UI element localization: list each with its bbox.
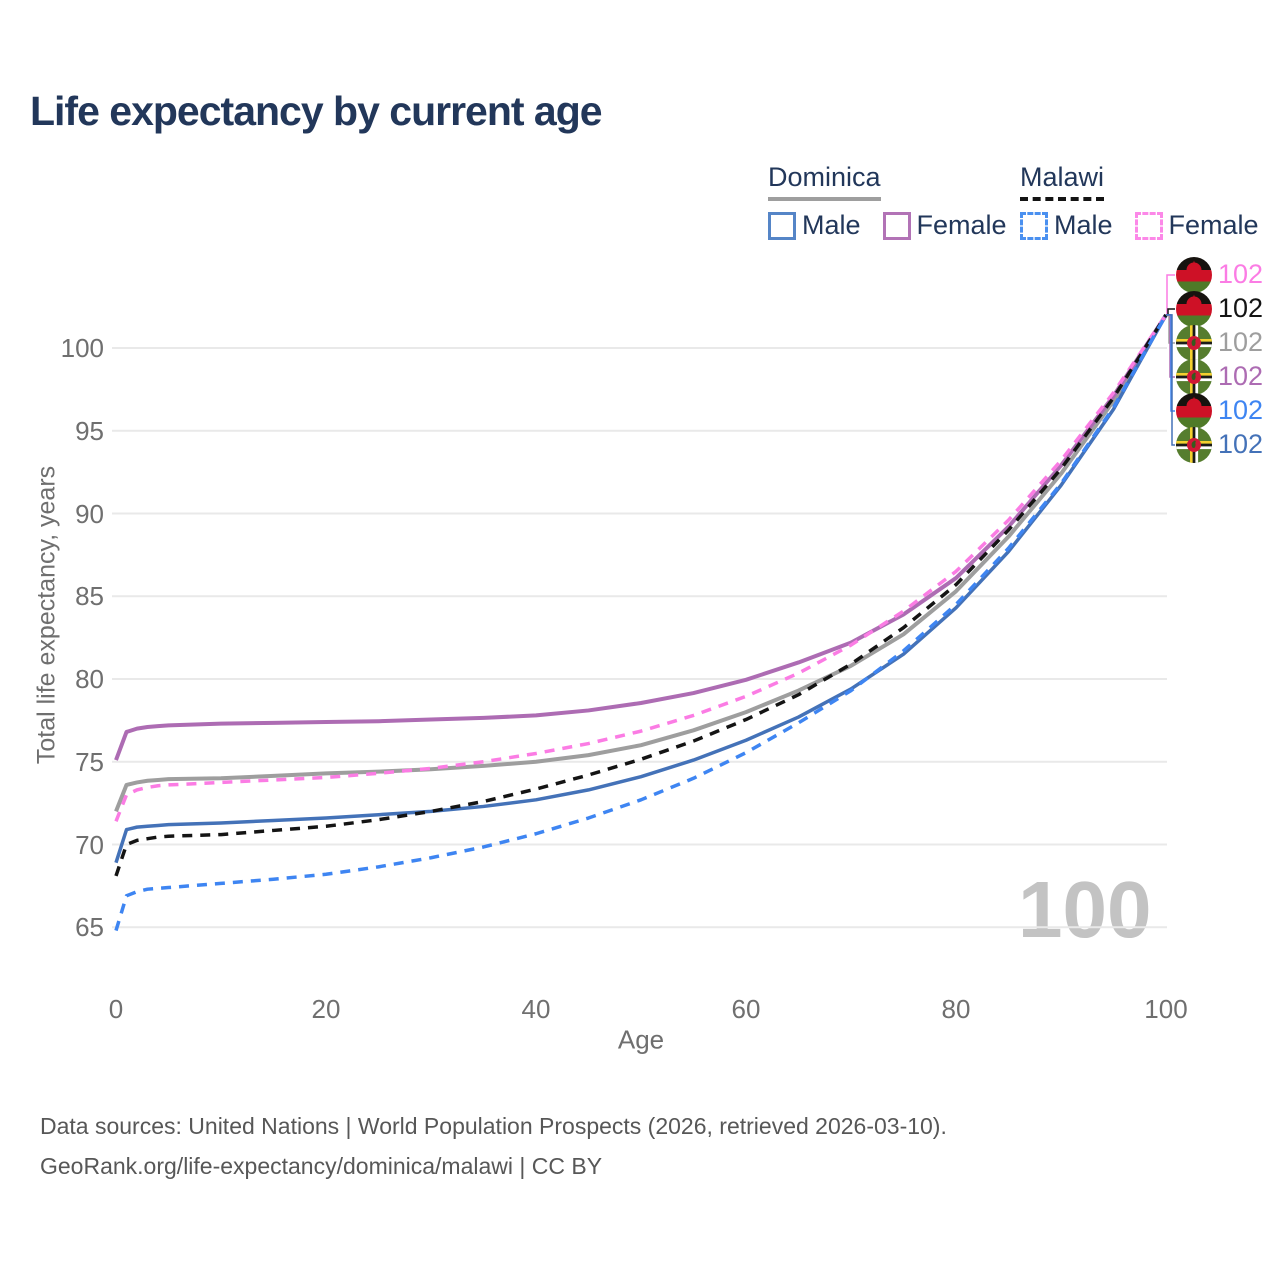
y-tick-85: 85: [75, 581, 104, 612]
legend-swatch-malawi-female[interactable]: [1134, 211, 1163, 240]
end-value-malawi: 102: [1218, 293, 1264, 323]
legend-label-dominica-female[interactable]: Female: [916, 210, 1007, 240]
legend-group-dominica: Dominica Male Female: [768, 162, 1023, 241]
x-tick-100: 100: [1144, 994, 1188, 1024]
y-tick-75: 75: [75, 746, 104, 777]
leader-line-malawi-male: [1166, 314, 1175, 412]
y-tick-70: 70: [75, 829, 104, 860]
leader-line-dominica-male: [1166, 314, 1175, 446]
leader-line-malawi: [1166, 308, 1175, 316]
y-tick-95: 95: [75, 415, 104, 446]
series-line-dominica[interactable]: [114, 313, 1168, 813]
end-value-dominica-female: 102: [1218, 361, 1264, 391]
end-value-dominica: 102: [1218, 327, 1264, 357]
y-tick-80: 80: [75, 664, 104, 694]
legend-swatch-dominica-male[interactable]: [768, 211, 796, 240]
end-value-malawi-female: 102: [1218, 259, 1264, 289]
legend-group-malawi: Malawi Male Female: [1020, 162, 1275, 241]
page-title: Life expectancy by current age: [30, 88, 603, 134]
y-tick-90: 90: [75, 498, 104, 529]
footer: Data sources: United Nations | World Pop…: [40, 1106, 947, 1186]
y-axis-title: Total life expectancy, years: [32, 465, 61, 765]
end-value-dominica-male: 102: [1218, 429, 1264, 459]
legend-swatch-malawi-male[interactable]: [1020, 211, 1048, 240]
legend-header-malawi[interactable]: Malawi: [1020, 162, 1105, 201]
dominica-flag-icon: [1176, 427, 1212, 463]
malawi-flag-icon: [1176, 393, 1212, 429]
y-tick-100: 100: [60, 333, 104, 363]
dominica-flag-icon: [1176, 359, 1212, 395]
series-line-malawi-male[interactable]: [114, 314, 1168, 932]
x-axis-title: Age: [617, 1024, 665, 1055]
series-line-malawi-female[interactable]: [114, 313, 1168, 822]
legend-label-malawi-male[interactable]: Male: [1054, 210, 1113, 240]
y-tick-65: 65: [75, 912, 104, 943]
x-tick-0: 0: [108, 994, 124, 1024]
malawi-flag-icon: [1176, 257, 1212, 293]
malawi-flag-icon: [1176, 291, 1212, 327]
legend-label-malawi-female[interactable]: Female: [1168, 210, 1259, 240]
x-tick-60: 60: [731, 994, 761, 1024]
legend-label-dominica-male[interactable]: Male: [802, 210, 861, 240]
footer-attribution: GeoRank.org/life-expectancy/dominica/mal…: [40, 1153, 603, 1179]
series-line-malawi[interactable]: [114, 313, 1168, 877]
legend-swatch-dominica-female[interactable]: [882, 211, 911, 240]
x-tick-40: 40: [521, 994, 551, 1024]
series-line-dominica-male[interactable]: [114, 314, 1168, 864]
x-tick-80: 80: [941, 994, 971, 1024]
series-line-dominica-female[interactable]: [114, 313, 1168, 761]
x-tick-20: 20: [311, 994, 341, 1024]
footer-sources: Data sources: United Nations | World Pop…: [40, 1113, 947, 1139]
legend-header-dominica[interactable]: Dominica: [768, 162, 881, 201]
end-value-malawi-male: 102: [1218, 395, 1264, 425]
dominica-flag-icon: [1176, 325, 1212, 361]
